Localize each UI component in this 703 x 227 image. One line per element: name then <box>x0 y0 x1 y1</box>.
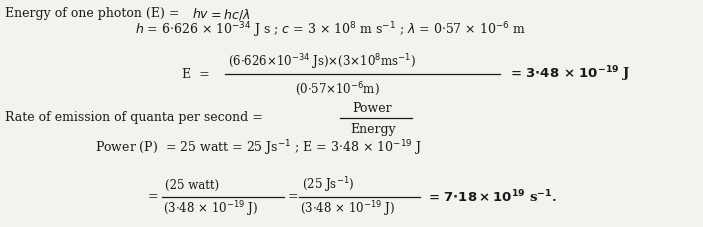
Text: Energy: Energy <box>350 123 396 136</box>
Text: (25 Js$^{-1}$): (25 Js$^{-1}$) <box>302 175 354 195</box>
Text: (25 watt): (25 watt) <box>165 178 219 192</box>
Text: =: = <box>288 190 299 203</box>
Text: (3$\cdot$48 $\times$ 10$^{-19}$ J): (3$\cdot$48 $\times$ 10$^{-19}$ J) <box>163 199 258 219</box>
Text: Energy of one photon (E) =: Energy of one photon (E) = <box>5 7 179 20</box>
Text: Power (P)  = 25 watt = 25 Js$^{-1}$ ; E = 3$\cdot$48 $\times$ 10$^{-19}$ J: Power (P) = 25 watt = 25 Js$^{-1}$ ; E =… <box>95 138 422 158</box>
Text: =: = <box>148 190 159 203</box>
Text: E  =: E = <box>182 68 209 81</box>
Text: (0$\cdot$57$\times$10$^{-6}$m): (0$\cdot$57$\times$10$^{-6}$m) <box>295 80 380 98</box>
Text: Rate of emission of quanta per second =: Rate of emission of quanta per second = <box>5 111 263 124</box>
Text: Power: Power <box>352 101 392 114</box>
Text: $h$ = 6$\cdot$626 $\times$ 10$^{-34}$ J s ; $c$ = 3 $\times$ 10$^{8}$ m s$^{-1}$: $h$ = 6$\cdot$626 $\times$ 10$^{-34}$ J … <box>135 20 526 40</box>
Text: $hv$: $hv$ <box>192 7 209 21</box>
Text: $= hc/\lambda$: $= hc/\lambda$ <box>208 7 250 22</box>
Text: = $\mathbf{7{\cdot}18 \times 10^{19}}$ s$^{\mathbf{-1}}$.: = $\mathbf{7{\cdot}18 \times 10^{19}}$ s… <box>428 189 557 205</box>
Text: (6$\cdot$626$\times$10$^{-34}$ Js)$\times$(3$\times$10$^{8}$ms$^{-1}$): (6$\cdot$626$\times$10$^{-34}$ Js)$\time… <box>228 52 415 72</box>
Text: = $\mathbf{3{\cdot}48}$ $\mathbf{\times}$ $\mathbf{10^{-19}}$ J: = $\mathbf{3{\cdot}48}$ $\mathbf{\times}… <box>510 65 631 84</box>
Text: (3$\cdot$48 $\times$ 10$^{-19}$ J): (3$\cdot$48 $\times$ 10$^{-19}$ J) <box>300 199 395 219</box>
